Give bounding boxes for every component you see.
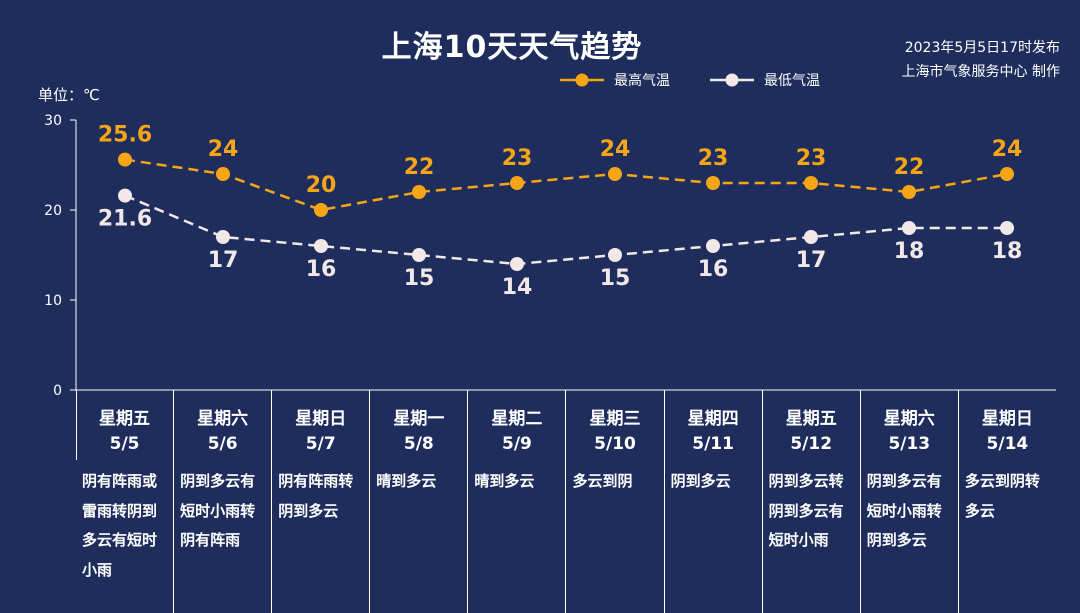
legend-high-marker	[560, 73, 604, 87]
day-column: 星期六 5/6 阴到多云有短时小雨转阴有阵雨	[173, 390, 271, 613]
y-axis-unit: 单位：℃	[38, 86, 100, 104]
data-point-low	[1000, 221, 1014, 235]
date-label: 5/5	[109, 434, 140, 454]
data-label-high: 24	[208, 137, 239, 162]
weekday-label: 星期三	[589, 409, 641, 429]
weather-description: 阴有阵雨转阴到多云	[278, 472, 354, 520]
day-column: 星期四 5/11 阴到多云	[663, 390, 762, 613]
data-label-high: 24	[600, 137, 631, 162]
y-tick-label: 0	[53, 383, 62, 399]
series-line-low	[124, 194, 1007, 266]
weekday-label: 星期六	[197, 409, 249, 429]
data-label-low: 15	[600, 266, 631, 291]
data-point-low	[608, 248, 622, 262]
data-label-high: 23	[698, 146, 729, 171]
weekday-label: 星期一	[393, 409, 445, 429]
data-label-low: 16	[698, 257, 729, 282]
data-point-high	[216, 167, 230, 181]
day-column: 星期三 5/10 多云到阴	[565, 390, 663, 613]
chart-title: 上海10天天气趋势	[381, 30, 643, 65]
legend-high-label: 最高气温	[614, 73, 670, 89]
weekday-label: 星期日	[981, 409, 1033, 429]
day-columns: 星期五 5/5 阴有阵雨或雷雨转阴到多云有短时小雨 星期六 5/6 阴到多云有短时小雨转阴…	[76, 390, 1056, 613]
date-label: 5/12	[790, 434, 833, 454]
legend-low-label: 最低气温	[764, 73, 820, 89]
data-point-low	[118, 188, 132, 203]
data-point-low	[314, 239, 328, 253]
date-label: 5/6	[207, 434, 238, 454]
data-label-high: 22	[404, 155, 435, 180]
data-point-high	[804, 176, 818, 190]
data-point-high	[118, 152, 132, 167]
data-label-high: 23	[502, 146, 533, 171]
date-label: 5/9	[501, 434, 532, 454]
weather-description: 晴到多云	[376, 472, 437, 490]
publisher: 上海市气象服务中心 制作	[901, 64, 1060, 80]
weather-description: 阴到多云有短时小雨转阴有阵雨	[180, 472, 256, 549]
data-point-low	[902, 221, 916, 235]
data-point-high	[608, 167, 622, 181]
y-tick-label: 20	[44, 203, 62, 219]
y-tick-label: 10	[44, 293, 62, 309]
day-column: 星期二 5/9 晴到多云	[467, 390, 565, 613]
weekday-label: 星期四	[687, 409, 739, 429]
weekday-label: 星期五	[785, 409, 837, 429]
date-label: 5/10	[594, 434, 636, 454]
data-label-low: 21.6	[98, 207, 152, 232]
weekday-label: 星期五	[99, 409, 151, 429]
legend-high: 最高气温	[560, 70, 670, 90]
publish-info: 2023年5月5日17时发布 上海市气象服务中心 制作	[902, 36, 1060, 84]
date-label: 5/13	[888, 434, 931, 454]
data-point-low	[510, 257, 524, 271]
day-column: 星期日 5/7 阴有阵雨转阴到多云	[271, 390, 369, 613]
data-point-low	[804, 230, 818, 244]
data-label-low: 14	[502, 275, 533, 300]
legend-low: 最低气温	[710, 70, 820, 90]
data-label-low: 16	[306, 257, 337, 282]
day-column: 星期一 5/8 晴到多云	[369, 390, 467, 613]
data-point-high	[412, 185, 426, 199]
data-point-high	[314, 203, 328, 217]
y-tick-label: 30	[44, 113, 62, 129]
day-column: 星期六 5/13 阴到多云有短时小雨转阴到多云	[859, 390, 958, 613]
date-label: 5/11	[692, 434, 734, 454]
data-point-high	[510, 176, 524, 190]
data-label-high: 22	[894, 155, 925, 180]
weekday-label: 星期日	[295, 409, 347, 429]
legend-low-marker	[710, 73, 754, 87]
weather-description: 晴到多云	[474, 472, 535, 490]
weather-description: 阴有阵雨或雷雨转阴到多云有短时小雨	[82, 472, 158, 579]
data-point-high	[902, 185, 916, 199]
data-point-low	[412, 248, 426, 262]
date-label: 5/8	[403, 434, 434, 454]
data-label-low: 17	[796, 248, 827, 273]
data-label-low: 15	[404, 266, 435, 291]
weekday-label: 星期二	[491, 409, 543, 429]
data-point-high	[706, 176, 720, 190]
weather-description: 阴到多云有短时小雨转阴到多云	[866, 472, 942, 549]
data-point-high	[1000, 167, 1014, 181]
data-point-low	[216, 230, 230, 244]
weekday-label: 星期六	[883, 409, 935, 429]
weather-description: 多云到阴转多云	[964, 472, 1040, 520]
publish-time: 2023年5月5日17时发布	[904, 40, 1060, 56]
data-label-low: 18	[894, 239, 925, 264]
weather-description: 多云到阴	[572, 472, 633, 490]
weather-description: 阴到多云转阴到多云有短时小雨	[768, 472, 844, 549]
data-label-high: 20	[306, 173, 337, 198]
data-point-low	[706, 239, 720, 253]
day-column: 星期五 5/12 阴到多云转阴到多云有短时小雨	[761, 390, 860, 613]
data-label-high: 25.6	[98, 123, 152, 148]
data-label-low: 17	[208, 248, 239, 273]
series-line-high	[124, 158, 1008, 212]
date-label: 5/7	[305, 434, 336, 454]
data-label-high: 24	[992, 137, 1023, 162]
date-label: 5/14	[986, 434, 1029, 454]
day-column: 星期日 5/14 多云到阴转多云	[957, 390, 1056, 613]
weather-description: 阴到多云	[670, 472, 731, 490]
day-column: 星期五 5/5 阴有阵雨或雷雨转阴到多云有短时小雨	[76, 390, 173, 613]
data-label-high: 23	[796, 146, 827, 171]
data-label-low: 18	[992, 239, 1023, 264]
